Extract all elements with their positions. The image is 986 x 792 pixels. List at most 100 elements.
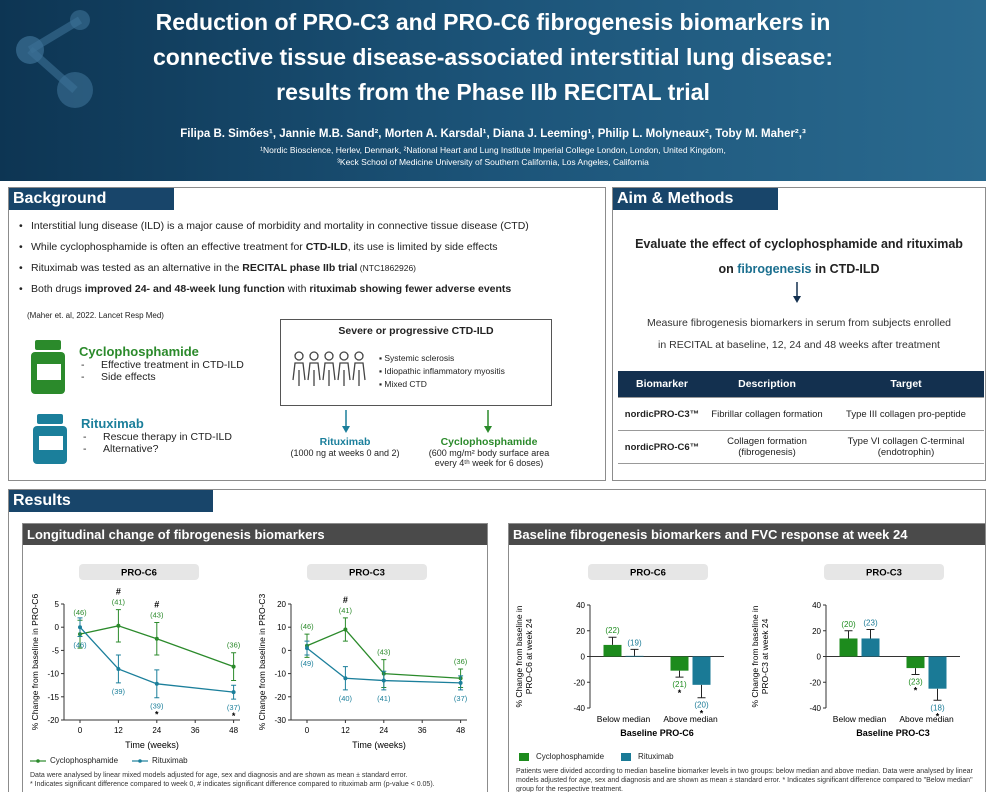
column-header: Description	[706, 371, 828, 398]
bar	[906, 656, 925, 669]
legend-swatch	[132, 758, 149, 763]
n-label: (46)	[73, 640, 87, 649]
bar	[928, 656, 947, 689]
chart-title-box	[307, 564, 427, 580]
x-axis-label: Time (weeks)	[352, 740, 406, 750]
population-item: ▪ Systemic sclerosis	[379, 353, 455, 363]
legend-dot	[138, 758, 142, 763]
annotation: *	[678, 688, 682, 698]
data-point	[154, 681, 159, 686]
x-tick-label: 24	[379, 726, 388, 735]
n-label: (43)	[377, 648, 391, 657]
y-tick-label: 0	[282, 646, 287, 655]
y-axis-label: % Change from baseline in	[750, 605, 760, 707]
chart-title: PRO-C6	[630, 568, 666, 579]
drug-name: Cyclophosphamide	[79, 344, 199, 359]
chart-title: PRO-C6	[121, 568, 157, 579]
x-tick-label: 36	[418, 726, 427, 735]
column-header: Target	[828, 371, 984, 398]
bullets: Interstitial lung disease (ILD) is a maj…	[15, 220, 605, 304]
y-axis-label: PRO-C3 at week 24	[760, 618, 770, 694]
n-label: (46)	[73, 608, 87, 617]
text-segment: in CTD-ILD	[811, 262, 880, 276]
error-bar	[933, 688, 942, 701]
population-list: ▪ Systemic sclerosis ▪ Idiopathic inflam…	[379, 352, 505, 391]
y-tick-label: -5	[52, 646, 60, 655]
x-tick-label: 0	[305, 726, 310, 735]
drug-block: Rituximab Rescue therapy in CTD-ILD Alte…	[81, 416, 232, 455]
legend-label: Rituximab	[638, 752, 674, 761]
chart-title-box	[79, 564, 199, 580]
drug-item: Effective treatment in CTD-ILD	[79, 359, 244, 371]
error-bar	[697, 684, 706, 699]
y-tick-label: 40	[576, 601, 585, 610]
citation: (Maher et. al, 2022. Lancet Resp Med)	[27, 311, 164, 320]
n-label: (41)	[339, 606, 353, 615]
text-segment: fibrogenesis	[737, 262, 812, 276]
y-tick-label: 0	[817, 653, 822, 662]
n-label: (20)	[841, 620, 856, 629]
title-line: results from the Phase IIb RECITAL trial	[276, 79, 710, 105]
y-tick-label: -40	[573, 704, 585, 713]
n-label: (41)	[377, 694, 391, 703]
text-segment: , its use is limited by side effects	[347, 241, 498, 253]
annotation: #	[343, 595, 348, 605]
error-bar	[630, 648, 639, 656]
legend-item: Cyclophosphamide	[30, 756, 118, 765]
series-line	[79, 626, 234, 693]
section-heading: Results	[9, 490, 213, 512]
n-label: (43)	[150, 611, 164, 620]
aim-line: on fibrogenesis in CTD-ILD	[613, 257, 985, 282]
series-line	[306, 628, 461, 679]
chart: PRO-C3 -30 -20 -10 0 10 20 % Change from baseli…	[257, 564, 468, 750]
arm-name: Cyclophosphamide	[440, 436, 538, 448]
legend-item: Cyclophosphamide	[516, 752, 604, 761]
table-row: nordicPRO-C6™ Collagen formation (fibrog…	[618, 430, 984, 464]
bar	[625, 655, 644, 657]
bullet: Interstitial lung disease (ILD) is a maj…	[15, 220, 605, 232]
footnote-line: Patients were divided according to media…	[516, 768, 973, 792]
text-segment: (NTC1862926)	[357, 263, 417, 273]
population-title: Severe or progressive CTD-ILD	[338, 325, 494, 337]
cell: Collagen formation (fibrogenesis)	[706, 430, 828, 464]
bar	[670, 656, 689, 671]
legend: Cyclophosphamide Rituximab	[516, 752, 674, 761]
results-panel: Longitudinal change of fibrogenesis biom…	[22, 523, 488, 792]
population-item: ▪ Idiopathic inflammatory myositis	[379, 366, 505, 376]
cell: nordicPRO-C3™	[618, 397, 706, 431]
error-bar	[608, 636, 617, 645]
population-item-text: Idiopathic inflammatory myositis	[384, 366, 505, 376]
n-label: (20)	[694, 701, 709, 710]
chart: PRO-C3 -40 -20 0 20 40 % Change from baseline …	[750, 564, 960, 738]
x-axis-label: Time (weeks)	[125, 740, 179, 750]
population-item-text: Mixed CTD	[384, 379, 427, 389]
text-segment: While cyclophosphamide is often an effec…	[31, 241, 306, 253]
y-tick-label: 20	[576, 627, 585, 636]
text-segment: on	[718, 262, 738, 276]
error-bar	[844, 630, 853, 639]
text-segment: CTD-ILD	[305, 241, 348, 253]
people-icon	[292, 351, 366, 386]
bar	[692, 656, 711, 685]
drug-block: Cyclophosphamide Effective treatment in …	[79, 344, 244, 383]
legend-swatch	[621, 752, 632, 761]
n-label: (39)	[112, 687, 126, 696]
n-label: (49)	[300, 659, 314, 668]
y-tick-label: -10	[274, 670, 286, 679]
chart-title: PRO-C3	[349, 568, 385, 579]
text-segment: Rituximab was tested as an alternative i…	[31, 262, 243, 274]
chart-title: PRO-C3	[866, 568, 902, 579]
background-panel: Background Interstitial lung disease (IL…	[8, 187, 606, 481]
annotation: *	[936, 711, 940, 721]
annotation: *	[155, 710, 159, 720]
methods-line: in RECITAL at baseline, 12, 24 and 48 we…	[658, 339, 940, 351]
cell: Fibrillar collagen formation	[706, 397, 828, 431]
cell: Type VI collagen C-terminal (endotrophin…	[828, 430, 984, 464]
legend-box	[519, 752, 529, 761]
data-point	[458, 680, 463, 685]
methods-line: Measure fibrogenesis biomarkers in serum…	[646, 317, 952, 329]
n-label: (19)	[627, 638, 642, 647]
legend-item: Rituximab	[132, 756, 188, 765]
x-tick-label: 48	[456, 726, 465, 735]
y-tick-label: 10	[277, 623, 286, 632]
